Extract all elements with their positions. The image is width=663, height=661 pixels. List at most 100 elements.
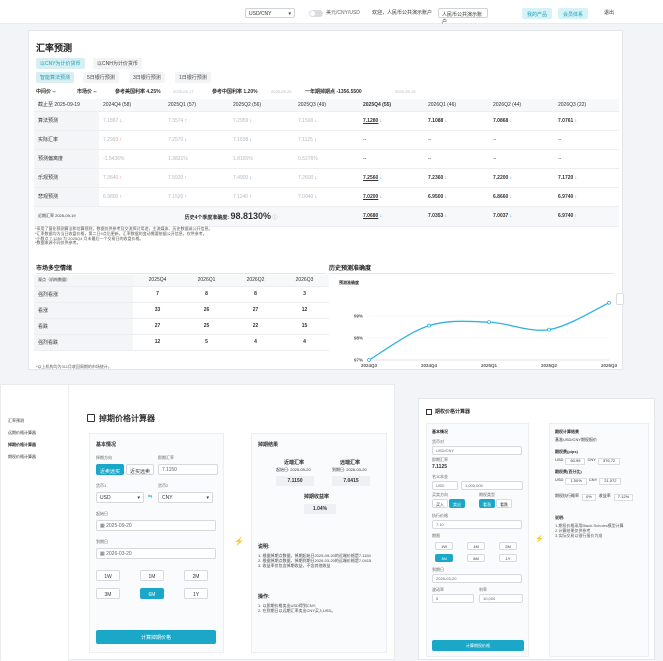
cell-value: 7.0200 — [363, 193, 379, 200]
term-3m-button[interactable]: 3M — [435, 554, 453, 562]
term-2m-button[interactable]: 2M — [184, 570, 208, 581]
sidebar-item-swap[interactable]: 掉期价格计算器 — [8, 442, 36, 447]
forecast-cell: 7.3574 ↑ — [164, 111, 229, 131]
row-label: 算法预测 — [34, 111, 99, 131]
term-3m-button[interactable]: 3M — [96, 588, 120, 599]
forecast-cell: 7.5920 ↑ — [164, 168, 229, 188]
currency-select[interactable]: USD — [432, 481, 458, 490]
put-button[interactable]: 看跌 — [496, 499, 512, 508]
return-value: 7.12% — [613, 494, 634, 501]
note-line: *汇率数据均为当日收盘价格，第二日9点后更新，汇率数据的变动需要依据公开信息，仅… — [35, 230, 207, 236]
subtab-3d[interactable]: 3日银行预测 — [129, 72, 165, 83]
cell-value: 7.0761 — [558, 117, 574, 124]
sell-button[interactable]: 卖出 — [449, 499, 465, 508]
premium-row: USD 60.95 CNY 376.72 — [555, 457, 645, 465]
term-2m-button[interactable]: 2M — [499, 542, 517, 550]
pair-select[interactable]: USD/CNY — [432, 446, 522, 455]
arrow-up-icon: ↑ — [118, 136, 123, 143]
end-date-input[interactable]: ▦ 2026-03-20 — [96, 548, 216, 559]
cell-value: 7.2560 — [363, 174, 379, 181]
note-line: 2.计算结果仅供参考 — [555, 527, 591, 533]
amount-input[interactable]: 1,000,000 — [461, 481, 523, 490]
rate-input[interactable]: 10,000 — [479, 594, 523, 603]
tab-cny[interactable]: 以CNY为计价货币 — [36, 58, 85, 69]
operation-line: 1. 以即期价格卖出USD得到CNY; — [258, 603, 317, 608]
spot-input[interactable]: 7.1150 — [158, 464, 218, 475]
note-line: *数据来源不同仅供参考。 — [35, 240, 81, 246]
membership-button[interactable]: 会员体系 — [558, 8, 588, 19]
buy-button[interactable]: 买入 — [432, 499, 448, 508]
cur2-select[interactable]: CNY ▾ — [158, 492, 213, 503]
forecast-row: 乐观预测 7.3640 ↑ 7.5920 ↑ 7.4900 ↓ 7.2600 ↓ 7.25… — [34, 168, 619, 188]
note-line: 3.实际交易以银行报价为准 — [555, 532, 603, 538]
option-notes: 1.期权价格采用Black-Scholes模型计算 2.计算结果仅供参考 3.实… — [555, 523, 645, 538]
start-date-value: 2025-09-20 — [106, 523, 132, 529]
sidebar-item-forecast[interactable]: 汇率预测 — [8, 418, 24, 423]
arrow-down-icon: ↓ — [573, 117, 578, 124]
direction-label: 买卖方向 — [432, 492, 448, 497]
yield-value: 1.04% — [304, 504, 336, 514]
tab-cnh[interactable]: 以CNH为计价货币 — [93, 58, 142, 69]
arrow-down-icon: ↓ — [508, 213, 513, 219]
call-button[interactable]: 看涨 — [479, 499, 495, 508]
forecast-cell: 7.1520 ↑ — [164, 187, 229, 207]
cell-value: -- — [363, 136, 367, 143]
chevron-down-icon: ▾ — [206, 495, 209, 501]
section-title: 基本情况 — [432, 429, 448, 434]
toggle-switch[interactable] — [309, 10, 323, 17]
sidebar-item-option[interactable]: 期权价格计算器 — [8, 454, 36, 459]
arrow-up-icon: ↑ — [118, 174, 123, 181]
subtab-5d[interactable]: 5日银行预测 — [83, 72, 119, 83]
account-select[interactable]: 人民币公共演示账户 — [438, 8, 488, 25]
term-1y-button[interactable]: 1Y — [184, 588, 208, 599]
arrow-down-icon: ↓ — [248, 136, 253, 143]
term-6m-button[interactable]: 6M — [467, 554, 485, 562]
cur1-select[interactable]: USD ▾ — [96, 492, 144, 503]
calculator-icon — [426, 409, 432, 415]
forecast-cell: 7.2570 ↓ — [164, 130, 229, 150]
toggle-label: 美元/CNY/USD — [326, 10, 360, 16]
term-1w-button[interactable]: 1W — [96, 570, 120, 581]
near-buy-button[interactable]: 近买远卖 — [126, 464, 154, 475]
subtab-algo[interactable]: 智能算法预测 — [36, 72, 75, 83]
subtab-1d[interactable]: 1日银行预测 — [175, 72, 211, 83]
far-rate-label: 远端汇率 — [340, 460, 361, 466]
swap-result: 掉期结果 近端汇率 起始日: 2025-09-20 7.1150 远端汇率 到期… — [251, 433, 387, 653]
forecast-panel: 汇率预测 以CNY为计价货币 以CNH为计价货币 智能算法预测 5日银行预测 3… — [28, 30, 624, 370]
swap-title: 掉期价格计算器 — [99, 414, 155, 423]
my-products-button[interactable]: 我的产品 — [522, 8, 552, 19]
calculate-option-button[interactable]: 计算期权价格 — [432, 640, 524, 651]
forecast-cell: -- — [554, 130, 619, 150]
term-1w-button[interactable]: 1W — [435, 542, 453, 550]
term-1m-button[interactable]: 1M — [140, 570, 164, 581]
cell-value: 7.3640 — [103, 174, 119, 181]
term-1y-button[interactable]: 1Y — [499, 554, 517, 562]
cell-value: 7.0868 — [493, 117, 509, 124]
term-1m-button[interactable]: 1M — [467, 542, 485, 550]
arrow-down-icon: ↓ — [508, 174, 513, 181]
exercise-prob-value: 0% — [582, 494, 596, 501]
logout-link[interactable]: 退出 — [604, 10, 615, 16]
chart-scroll-handle[interactable] — [616, 293, 624, 305]
spot-label: 即期汇率 — [158, 455, 174, 460]
sidebar-item-forward[interactable]: 远期价格计算器 — [8, 430, 36, 435]
vol-input[interactable]: 5 — [432, 594, 474, 603]
currency-select[interactable]: USD/CNY ▾ — [245, 8, 295, 18]
x-tick-label: 2025Q2 — [541, 363, 558, 368]
swap-arrows-icon[interactable]: ⇆ — [148, 494, 153, 500]
term-6m-button[interactable]: 6M — [140, 588, 164, 599]
x-tick-label: 2024Q3 — [361, 363, 378, 368]
summary-row: 近期汇率 2025-09-19 历史4个季度准确度: 98.8130% ⓘ 7.… — [34, 206, 619, 227]
start-date-input[interactable]: ▦ 2025-09-20 — [96, 520, 216, 531]
welcome-text: 欢迎，人民币公共演示账户 — [372, 10, 433, 16]
strike-input[interactable]: 7.10 — [432, 520, 522, 529]
date-input[interactable]: 2026-03-20 — [432, 574, 522, 583]
currency-select-label: USD/CNY — [249, 11, 272, 17]
info-icon[interactable]: ⓘ — [272, 215, 278, 221]
cell-value: 7.0040 — [298, 193, 314, 200]
calculate-swap-button[interactable]: 计算掉期价格 — [96, 630, 216, 644]
direction-label: 掉期方向 — [96, 455, 112, 460]
arrow-down-icon: ↓ — [508, 193, 513, 200]
end-label: 到期日 — [96, 539, 108, 544]
near-sell-button[interactable]: 近卖远买 — [96, 464, 124, 475]
